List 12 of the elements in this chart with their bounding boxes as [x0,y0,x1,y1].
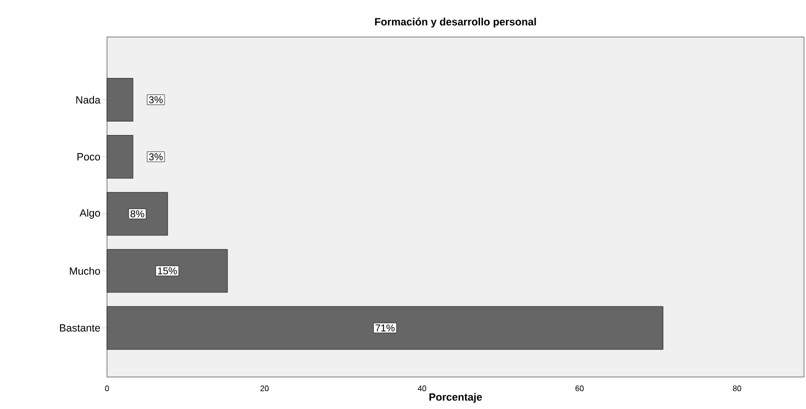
data-label: 8% [130,210,144,218]
y-tick-label: Mucho [70,267,100,275]
chart-title: Formación y desarrollo personal [375,18,536,28]
data-label: 3% [149,153,163,160]
x-axis-title: Porcentaje [429,393,482,403]
y-tick-label: Nada [76,96,100,104]
data-label: 15% [158,267,177,274]
y-tick-label: Algo [80,208,100,219]
y-tick-label: Poco [77,153,100,160]
y-tick-label: Bastante [60,324,100,332]
data-label: 71% [376,324,395,332]
data-label: 3% [149,96,163,104]
